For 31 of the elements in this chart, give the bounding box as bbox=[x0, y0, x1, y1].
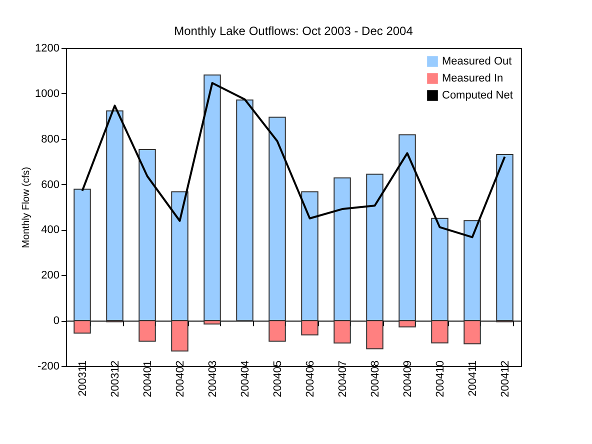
x-tick-label: 200408 bbox=[369, 360, 382, 398]
y-tick-label: 600 bbox=[41, 178, 60, 191]
chart-title: Monthly Lake Outflows: Oct 2003 - Dec 2004 bbox=[174, 24, 414, 38]
x-tick-label: 200407 bbox=[336, 360, 349, 398]
x-tick-label: 200412 bbox=[499, 360, 512, 398]
x-tick-label: 200401 bbox=[142, 360, 154, 398]
legend-label: Measured In bbox=[442, 72, 504, 84]
y-tick-label: 800 bbox=[41, 133, 60, 146]
y-tick-label: 200 bbox=[41, 270, 60, 282]
bar bbox=[236, 100, 254, 322]
y-tick-label: -200 bbox=[37, 360, 60, 372]
x-tick-label: 200409 bbox=[402, 360, 414, 398]
y-tick-label: 1200 bbox=[35, 42, 60, 54]
y-tick-label: 1000 bbox=[35, 88, 60, 100]
x-tick-label: 200410 bbox=[434, 360, 446, 398]
x-tick-label: 200312 bbox=[109, 360, 122, 398]
x-tick-label: 200411 bbox=[466, 360, 479, 396]
x-tick-label: 200402 bbox=[174, 360, 186, 398]
y-tick-label: 400 bbox=[41, 224, 60, 236]
x-tick-label: 200406 bbox=[304, 360, 316, 398]
x-tick-label: 200405 bbox=[272, 360, 284, 398]
x-tick-label: 200403 bbox=[206, 360, 219, 398]
bar bbox=[496, 154, 514, 322]
x-tick-label: 200404 bbox=[239, 360, 252, 398]
y-axis-title: Monthly Flow (cfs) bbox=[21, 166, 32, 248]
x-tick-label: 200311 bbox=[76, 360, 89, 396]
bar bbox=[204, 74, 221, 322]
legend-label: Computed Net bbox=[442, 90, 513, 102]
legend-label: Measured Out bbox=[442, 56, 512, 68]
bar bbox=[106, 110, 124, 322]
y-tick-label: 0 bbox=[53, 315, 60, 328]
